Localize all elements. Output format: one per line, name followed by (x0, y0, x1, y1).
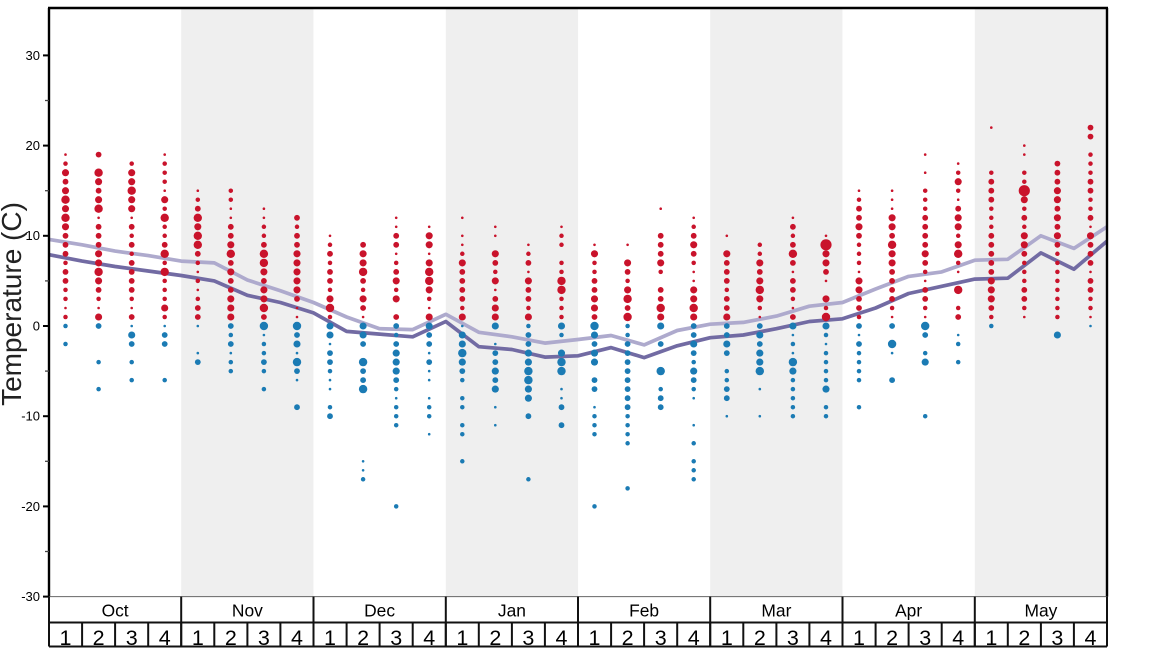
svg-text:3: 3 (126, 626, 138, 648)
svg-text:1: 1 (589, 626, 601, 648)
svg-text:Nov: Nov (232, 601, 263, 621)
svg-text:2: 2 (754, 626, 766, 648)
svg-text:-20: -20 (21, 499, 40, 514)
svg-text:4: 4 (291, 626, 303, 648)
svg-text:4: 4 (688, 626, 700, 648)
svg-text:10: 10 (26, 228, 40, 243)
svg-text:4: 4 (556, 626, 568, 648)
svg-text:1: 1 (985, 626, 997, 648)
svg-text:4: 4 (1085, 626, 1097, 648)
svg-text:3: 3 (258, 626, 270, 648)
svg-text:3: 3 (390, 626, 402, 648)
svg-text:4: 4 (820, 626, 832, 648)
svg-text:1: 1 (721, 626, 733, 648)
svg-text:2: 2 (93, 626, 105, 648)
svg-text:3: 3 (522, 626, 534, 648)
svg-text:May: May (1024, 601, 1057, 621)
svg-text:1: 1 (456, 626, 468, 648)
svg-text:3: 3 (787, 626, 799, 648)
svg-text:Oct: Oct (102, 601, 129, 621)
svg-text:1: 1 (192, 626, 204, 648)
svg-text:1: 1 (324, 626, 336, 648)
svg-text:Feb: Feb (629, 601, 659, 621)
svg-text:1: 1 (853, 626, 865, 648)
svg-text:2: 2 (886, 626, 898, 648)
svg-text:2: 2 (1018, 626, 1030, 648)
svg-text:-30: -30 (21, 589, 40, 604)
svg-text:4: 4 (423, 626, 435, 648)
svg-text:Jan: Jan (498, 601, 526, 621)
svg-text:4: 4 (952, 626, 964, 648)
svg-text:Dec: Dec (364, 601, 395, 621)
svg-text:3: 3 (919, 626, 931, 648)
svg-text:1: 1 (60, 626, 72, 648)
svg-text:2: 2 (357, 626, 369, 648)
svg-text:30: 30 (26, 48, 40, 63)
svg-text:20: 20 (26, 138, 40, 153)
svg-text:2: 2 (489, 626, 501, 648)
svg-text:4: 4 (159, 626, 171, 648)
svg-text:Apr: Apr (895, 601, 922, 621)
svg-text:2: 2 (622, 626, 634, 648)
svg-text:0: 0 (33, 318, 40, 333)
svg-text:2: 2 (225, 626, 237, 648)
svg-text:Temperature (C): Temperature (C) (0, 202, 27, 406)
svg-text:3: 3 (1051, 626, 1063, 648)
svg-text:-10: -10 (21, 409, 40, 424)
svg-text:Mar: Mar (761, 601, 791, 621)
svg-text:3: 3 (655, 626, 667, 648)
